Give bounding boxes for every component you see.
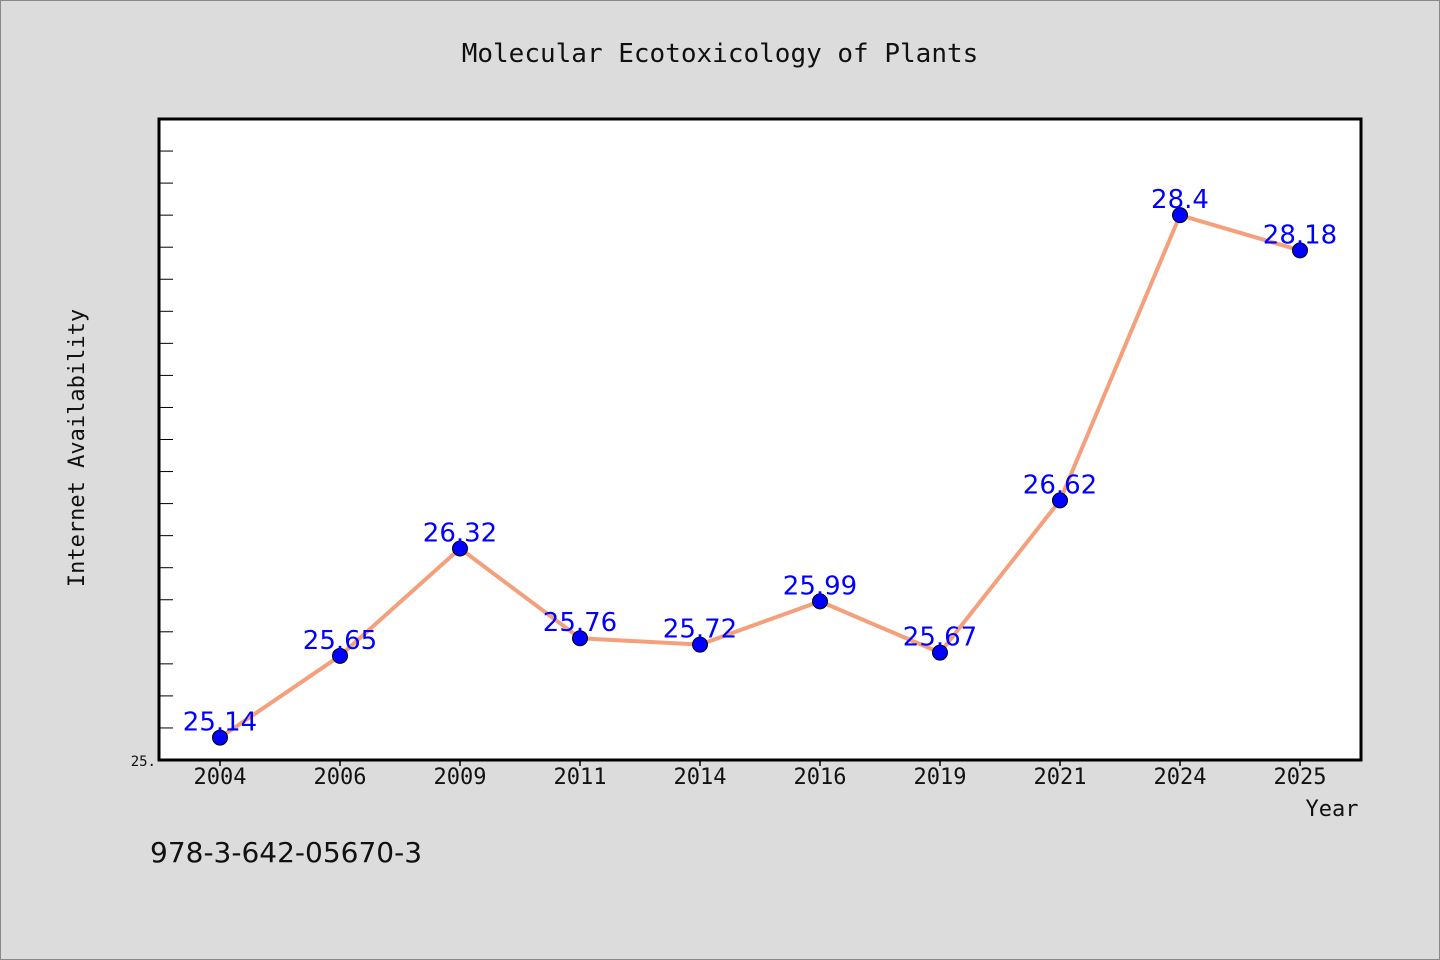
x-tick-label: 2016 — [794, 765, 847, 790]
y-axis-label: Internet Availability — [65, 309, 90, 587]
data-label: 25.99 — [783, 571, 857, 601]
data-point — [812, 593, 828, 610]
series-markers — [212, 207, 1308, 746]
data-label: 26.62 — [1023, 470, 1097, 500]
footnote: 978-3-642-05670-3 — [150, 836, 422, 869]
data-point — [932, 644, 948, 661]
data-point — [212, 729, 228, 746]
chart-title: Molecular Ecotoxicology of Plants — [462, 39, 979, 69]
x-tick-label: 2009 — [434, 765, 487, 790]
data-label: 25.72 — [663, 615, 737, 645]
data-label: 25.67 — [903, 623, 977, 653]
plot-area — [157, 117, 1363, 762]
data-point — [572, 630, 588, 647]
data-point — [452, 540, 468, 557]
x-axis-label: Year — [1306, 797, 1359, 822]
data-point — [692, 636, 708, 653]
data-point — [332, 647, 348, 664]
data-label: 25.65 — [303, 626, 377, 656]
y-tick-label: 25. — [131, 754, 156, 770]
x-tick-label: 2024 — [1154, 765, 1207, 790]
data-label: 25.14 — [183, 708, 257, 738]
data-point — [1172, 207, 1188, 224]
data-label: 28.18 — [1263, 220, 1337, 250]
data-labels: 25.14 25.65 26.32 25.76 25.72 25.99 25.67 26.62… — [183, 185, 1337, 737]
x-tick-label: 2025 — [1274, 765, 1327, 790]
data-label: 28.4 — [1151, 185, 1209, 215]
data-label: 26.32 — [423, 518, 497, 548]
x-axis-ticks — [219, 760, 1301, 766]
y-axis-ticks — [159, 118, 173, 761]
x-tick-label: 2004 — [194, 765, 247, 790]
data-point — [1292, 242, 1308, 259]
data-label: 25.76 — [543, 608, 617, 638]
x-tick-label: 2006 — [314, 765, 367, 790]
x-tick-label: 2019 — [914, 765, 967, 790]
series-line — [218, 213, 1301, 740]
x-axis-tick-labels: 2004 2006 2009 2011 2014 2016 2019 2021 2024 2025 — [194, 765, 1327, 790]
x-tick-label: 2011 — [554, 765, 607, 790]
data-point — [1052, 492, 1068, 509]
x-tick-label: 2014 — [674, 765, 727, 790]
x-tick-label: 2021 — [1034, 765, 1087, 790]
